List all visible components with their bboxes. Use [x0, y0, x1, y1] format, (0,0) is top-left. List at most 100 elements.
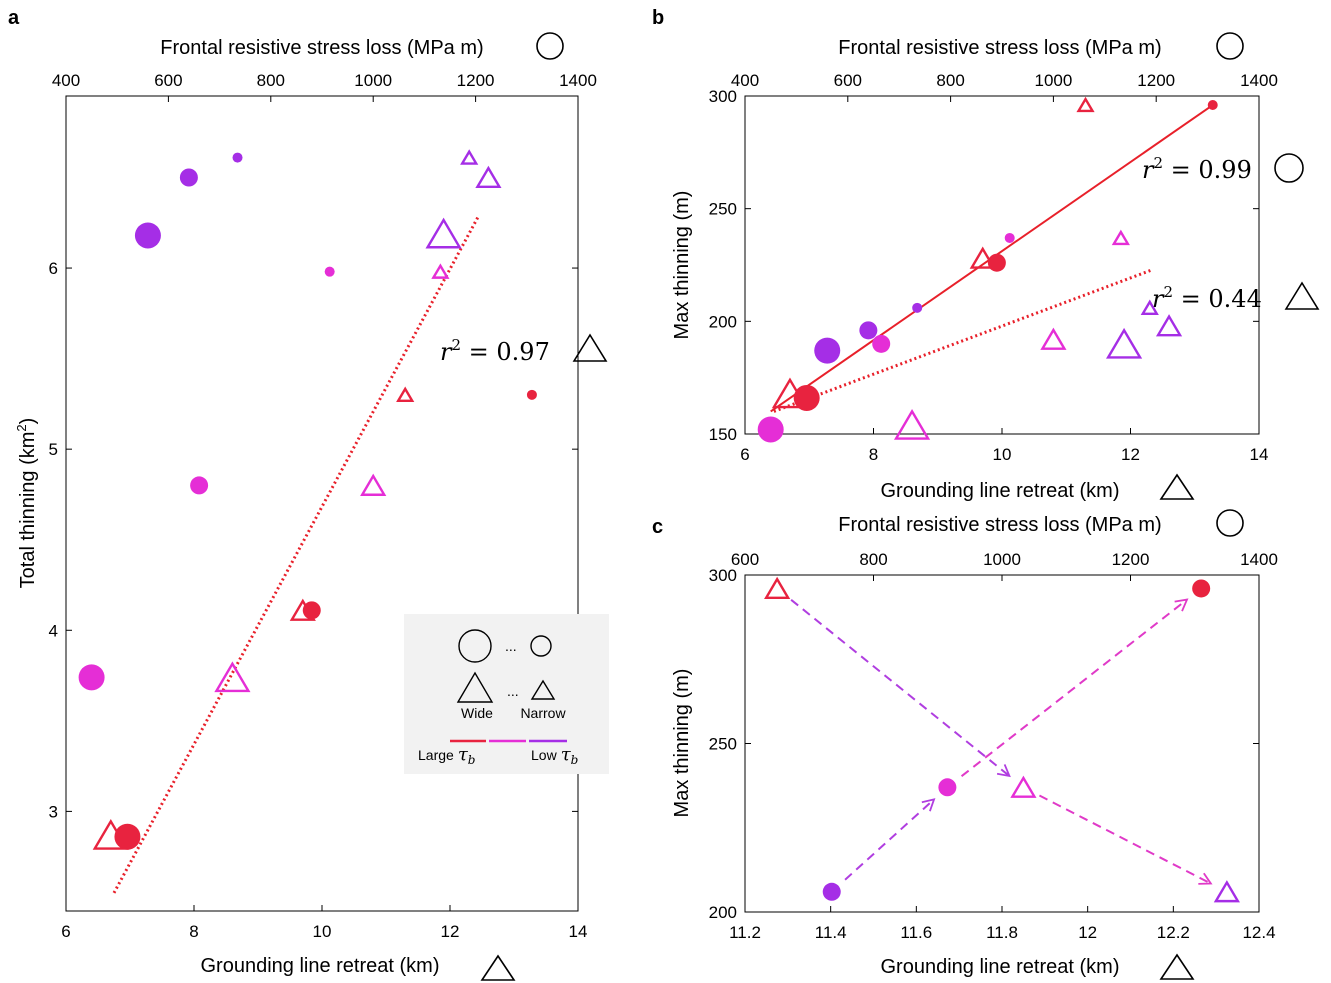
x2-tick-label: 400 [52, 71, 80, 90]
x2-tick-label: 1200 [457, 71, 495, 90]
y-tick-label: 5 [49, 440, 58, 459]
y-axis-title-a: Total thinning (km2) [14, 418, 39, 589]
circle-point [179, 168, 198, 187]
x2-tick-label: 1400 [559, 71, 597, 90]
circle-point [134, 222, 161, 249]
y-tick-label: 4 [49, 621, 58, 640]
x-axis-triangle-icon-b [1159, 473, 1195, 500]
panel-label-a: a [8, 7, 20, 29]
circle-point [526, 389, 537, 400]
y-axis-title-b: Max thinning (m) [671, 191, 693, 340]
circle-point [872, 334, 891, 353]
circle-point [232, 152, 243, 163]
r2-label-b-triangles: r2 = 0.44 [1152, 283, 1262, 313]
x-tick-label: 12.4 [1242, 923, 1275, 942]
legend-large-tau-label: Large τb [418, 744, 475, 767]
x2-tick-label: 600 [731, 550, 759, 569]
ticks-a: 6 8 10 12 14 400 600 800 1000 1200 1400 3 4 5 6 [49, 71, 597, 941]
y-axis-title-c: Max thinning (m) [671, 669, 693, 818]
triangle-point [1105, 327, 1143, 359]
x2-axis-circle-icon-a [536, 32, 564, 60]
triangle-point [360, 473, 387, 496]
y-tick-label: 200 [709, 312, 737, 331]
triangle-point [969, 246, 996, 269]
x-tick-label: 11.4 [815, 923, 847, 942]
x2-tick-label: 1200 [1137, 71, 1175, 90]
r2-circle-icon-b [1274, 153, 1304, 183]
circle-point [1004, 232, 1015, 243]
legend-wide-triangle-icon [456, 671, 494, 703]
arrows-c [790, 598, 1213, 885]
triangle-point [1111, 229, 1130, 246]
x-tick-label: 8 [189, 922, 198, 941]
x2-tick-label: 800 [859, 550, 887, 569]
legend-narrow-triangle-icon [530, 679, 556, 700]
trajectory-arrow-circle [960, 598, 1189, 777]
x-axis-triangle-icon-a [480, 954, 516, 981]
x2-tick-label: 1200 [1112, 550, 1150, 569]
triangle-point [1140, 299, 1159, 315]
ticks-c: 11.2 11.4 11.6 11.8 12 12.2 12.4 600 800 1000 1200… [709, 550, 1278, 942]
legend-dots-triangles: ... [507, 683, 519, 699]
legend-small-circle-icon [530, 635, 552, 657]
y-tick-label: 6 [49, 259, 58, 278]
x-tick-label: 11.6 [900, 923, 932, 942]
x2-tick-label: 1400 [1240, 71, 1278, 90]
circle-point [912, 302, 923, 313]
x-tick-label: 11.2 [729, 923, 761, 942]
x2-tick-label: 1000 [1034, 71, 1072, 90]
circle-point [324, 266, 335, 277]
x2-tick-label: 800 [257, 71, 285, 90]
legend-box [404, 614, 609, 774]
x2-tick-label: 1000 [354, 71, 392, 90]
triangle-point [475, 165, 502, 189]
triangle-point [460, 149, 479, 165]
r2-triangle-icon-a [572, 333, 608, 362]
x-tick-label: 11.8 [986, 923, 1018, 942]
panel-c: c Frontal resistive stress loss (MPa m) … [652, 509, 1278, 980]
circle-point [938, 778, 957, 797]
x2-axis-title-c: Frontal resistive stress loss (MPa m) [838, 514, 1161, 536]
r2-label-b-circles: r2 = 0.99 [1142, 154, 1252, 184]
x2-axis-circle-icon-b [1216, 32, 1244, 60]
x-axis-title-b: Grounding line retreat (km) [881, 480, 1120, 502]
circle-point [190, 476, 209, 495]
x-axis-title-c: Grounding line retreat (km) [881, 956, 1120, 978]
legend-narrow-label: Narrow [520, 705, 566, 721]
x-tick-label: 12 [1121, 445, 1140, 464]
circle-point [987, 253, 1006, 272]
x-tick-label: 10 [313, 922, 332, 941]
x-tick-label: 8 [869, 445, 878, 464]
r2-triangle-icon-b [1284, 281, 1320, 310]
legend-dots-circles: ... [505, 638, 517, 654]
x2-tick-label: 800 [936, 71, 964, 90]
x2-axis-circle-icon-c [1216, 509, 1244, 537]
circle-point [757, 416, 784, 443]
x2-tick-label: 600 [154, 71, 182, 90]
x-tick-label: 14 [569, 922, 588, 941]
x-tick-label: 12 [441, 922, 460, 941]
circle-point [1192, 579, 1211, 598]
triangle-point [1076, 96, 1095, 113]
plot-frame-a [65, 95, 579, 912]
triangle-point [425, 217, 462, 249]
trajectory-arrow-circle [844, 798, 936, 881]
x2-tick-label: 1000 [983, 550, 1021, 569]
panel-label-b: b [652, 7, 664, 29]
trajectory-arrow-triangle [790, 599, 1011, 778]
x2-axis-title-b: Frontal resistive stress loss (MPa m) [838, 37, 1161, 59]
panel-a: a Frontal resistive stress loss (MPa m) … [8, 7, 609, 981]
trajectory-arrow-triangle [1038, 794, 1213, 885]
x-axis-title-a: Grounding line retreat (km) [201, 955, 440, 977]
circle-point [814, 337, 841, 364]
x-axis-triangle-icon-c [1159, 953, 1195, 980]
circle-point [302, 601, 321, 620]
circle-point [1207, 100, 1218, 111]
fit-line-triangles [112, 214, 481, 894]
triangle-point [893, 409, 931, 440]
triangle-point [1155, 314, 1183, 337]
x-tick-label: 12 [1078, 923, 1097, 942]
x-tick-label: 14 [1250, 445, 1269, 464]
y-tick-label: 150 [709, 425, 737, 444]
